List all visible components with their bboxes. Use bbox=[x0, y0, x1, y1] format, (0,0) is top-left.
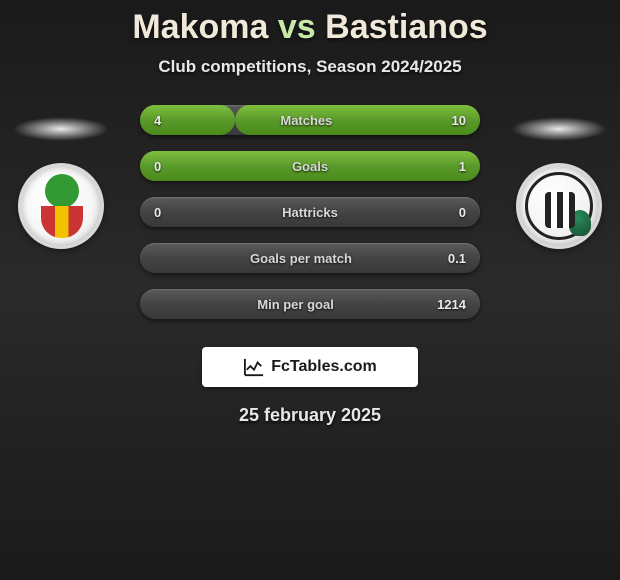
page-title: Makoma vs Bastianos bbox=[0, 8, 620, 47]
halo-left bbox=[13, 117, 109, 141]
main-row: 4 Matches 10 0 Goals 1 0 Hattricks 0 bbox=[0, 105, 620, 426]
brand-text: FcTables.com bbox=[271, 358, 377, 376]
stat-left-value: 0 bbox=[154, 159, 161, 174]
stat-right-value: 0 bbox=[459, 205, 466, 220]
stat-label: Min per goal bbox=[257, 297, 334, 312]
stat-row-hattricks: 0 Hattricks 0 bbox=[140, 197, 480, 227]
brand-badge[interactable]: FcTables.com bbox=[202, 347, 418, 387]
stat-row-matches: 4 Matches 10 bbox=[140, 105, 480, 135]
left-column bbox=[6, 105, 116, 249]
stats-column: 4 Matches 10 0 Goals 1 0 Hattricks 0 bbox=[116, 105, 504, 426]
stat-left-value: 0 bbox=[154, 205, 161, 220]
peacock-icon bbox=[569, 210, 591, 236]
stat-right-value: 1 bbox=[459, 159, 466, 174]
stat-row-min-per-goal: Min per goal 1214 bbox=[140, 289, 480, 319]
chart-icon bbox=[243, 357, 265, 377]
stat-label: Hattricks bbox=[282, 205, 338, 220]
date-text: 25 february 2025 bbox=[124, 405, 496, 426]
stat-right-value: 1214 bbox=[437, 297, 466, 312]
stat-label: Goals per match bbox=[250, 251, 352, 266]
title-player2: Bastianos bbox=[325, 8, 488, 46]
comparison-card: Makoma vs Bastianos Club competitions, S… bbox=[0, 0, 620, 426]
stat-right-value: 0.1 bbox=[448, 251, 466, 266]
right-column bbox=[504, 105, 614, 249]
stat-right-value: 10 bbox=[452, 113, 466, 128]
club-crest-left bbox=[18, 163, 104, 249]
stat-fill-right bbox=[235, 105, 480, 135]
stat-left-value: 4 bbox=[154, 113, 161, 128]
title-player1: Makoma bbox=[132, 8, 268, 46]
stat-label: Matches bbox=[280, 113, 332, 128]
stat-row-goals: 0 Goals 1 bbox=[140, 151, 480, 181]
title-vs: vs bbox=[278, 8, 316, 46]
subtitle: Club competitions, Season 2024/2025 bbox=[0, 57, 620, 77]
club-crest-right bbox=[516, 163, 602, 249]
halo-right bbox=[511, 117, 607, 141]
stat-row-goals-per-match: Goals per match 0.1 bbox=[140, 243, 480, 273]
stat-label: Goals bbox=[292, 159, 328, 174]
